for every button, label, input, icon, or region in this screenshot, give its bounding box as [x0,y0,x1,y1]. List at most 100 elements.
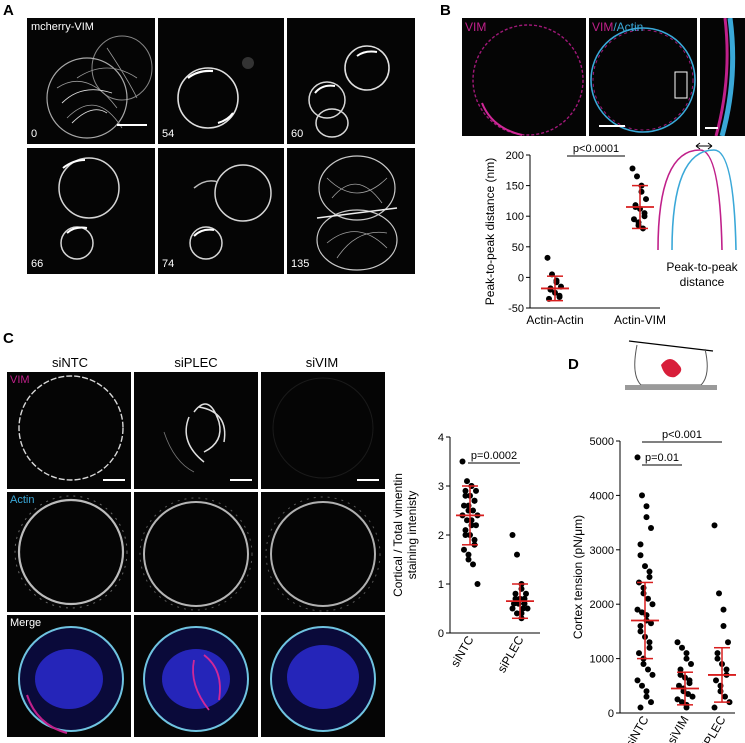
data-point [461,546,467,553]
cell-image [308,45,390,138]
scale-bar [117,124,147,126]
data-point [556,293,563,300]
channel-label-vim: VIM/Actin [592,20,643,34]
data-point [643,503,650,510]
frame-time-label: 135 [291,258,310,270]
x-category-label: siNTC [623,713,652,743]
data-point [470,561,476,568]
cell-image [189,164,272,260]
panel-c-merge-siplec [134,615,258,737]
vim-text: VIM [592,20,614,34]
y-tick-label: 1 [438,579,444,591]
y-tick-label: 2 [438,530,444,542]
y-tick-label: 3 [438,481,444,493]
data-point [509,532,516,538]
panel-a-frame-3: 60 [287,18,415,144]
data-point [461,502,467,509]
peak-diagram-label: Peak-to-peak distance [662,260,742,290]
data-point [674,696,681,703]
y-tick-label: 4000 [590,490,614,502]
x-category-label: Actin-Actin [526,313,583,327]
panel-a-frame-2: 54 [158,18,284,144]
cell-image [472,24,584,136]
data-point [511,600,517,607]
cell-image [163,403,252,481]
data-point [464,517,470,524]
peak-diagram-label-line2: distance [679,275,725,289]
data-point [520,605,526,612]
data-point [677,671,684,678]
data-point [643,688,650,695]
cell-image [14,495,128,609]
panel-b-zoom-image [700,18,745,136]
panel-a-frame-6: 135 [287,148,415,274]
x-category-label: siPLEC [494,633,526,675]
panel-a-frame-4: 66 [27,148,155,274]
cell-image [265,496,381,612]
cell-image [705,18,736,136]
data-point [474,581,481,587]
column-header: siVIM [305,355,339,370]
data-point [645,666,651,673]
x-category-label: siPLEC [696,713,728,743]
cell-image [590,27,696,133]
data-point [643,196,649,203]
actin-text: /Actin [613,20,644,34]
row-label-vim: VIM [10,374,30,386]
data-point [471,536,478,543]
data-point [679,699,685,706]
data-point [629,165,636,172]
data-point [521,595,528,602]
data-point [509,605,516,612]
data-point [713,677,719,684]
data-point [640,661,647,668]
data-point [462,532,469,538]
data-point [648,620,654,627]
panel-c-vim-sintc: VIM [7,372,131,489]
cell-image [272,377,379,481]
panel-c-actin-sivim [261,492,385,612]
panel-d-letter: D [568,356,579,373]
frame-time-label: 54 [162,128,175,140]
data-point [645,595,651,602]
data-point [683,655,690,662]
data-point [714,650,721,657]
data-point [514,551,520,558]
data-point [711,704,718,711]
data-point [524,605,531,612]
data-point [641,213,648,220]
data-point [711,522,718,529]
panel-a-title: mcherry-VIM [31,21,94,33]
data-point [643,514,650,521]
y-tick-label: 50 [512,242,524,254]
y-axis-label: Cortex tension (pN/μm) [571,515,585,639]
afm-cantilever-icon [625,340,717,390]
cell-image [316,155,398,271]
panel-c-merge-sivim [261,615,385,737]
panel-c-vim-siplec [134,372,258,489]
panel-c-letter: C [3,330,14,347]
cell-image [139,497,253,611]
y-tick-label: 3000 [590,545,614,557]
significance-label: p<0.0001 [573,143,619,155]
data-point [459,458,466,465]
data-point [639,609,645,616]
y-tick-label: 1000 [590,654,614,666]
data-point [634,173,640,180]
y-tick-label: -50 [508,303,524,315]
data-point [639,682,645,689]
channel-label-vim: VIM [465,20,487,34]
data-point [643,693,650,700]
y-axis-label: Cortical / Total vimentin [391,473,405,597]
data-point [649,671,656,678]
data-point [688,661,694,668]
data-point [725,639,731,646]
peak-diagram [657,142,737,251]
panel-a-frame-5: 74 [158,148,284,274]
data-point [649,601,656,608]
y-tick-label: 4 [438,432,444,444]
data-point [686,680,693,687]
data-point [637,628,644,635]
row-label-actin: Actin [10,494,35,506]
